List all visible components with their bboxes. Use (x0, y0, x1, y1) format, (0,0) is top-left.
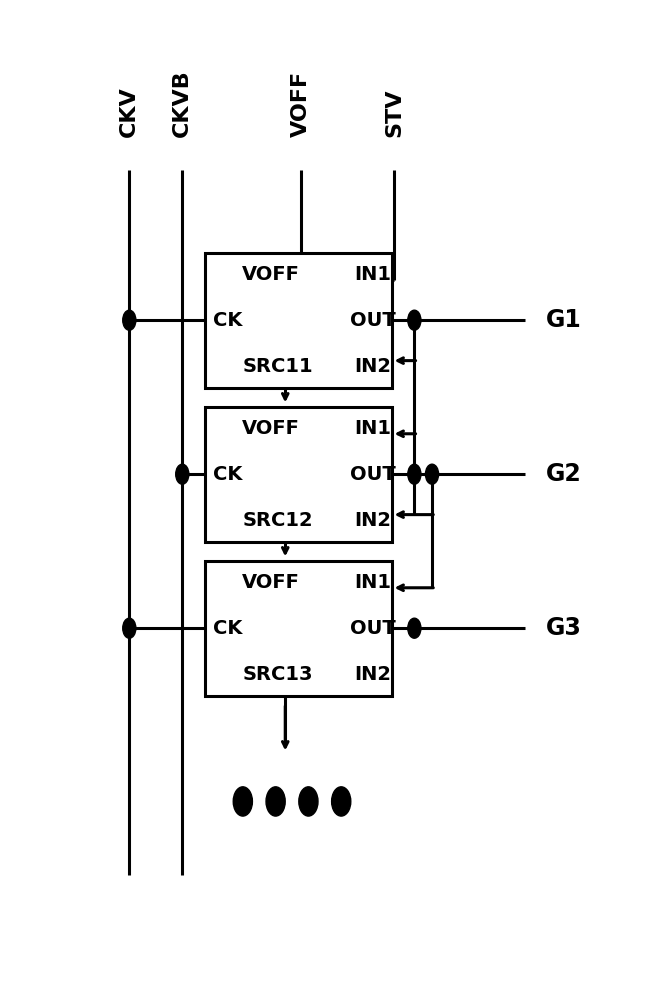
Circle shape (426, 464, 439, 484)
Circle shape (408, 310, 421, 330)
Circle shape (233, 787, 253, 816)
Text: CK: CK (213, 619, 242, 638)
Circle shape (176, 464, 189, 484)
Text: G3: G3 (546, 616, 581, 640)
Bar (205, 407, 392, 542)
Text: IN1: IN1 (354, 419, 391, 438)
Text: IN1: IN1 (354, 265, 391, 284)
Text: VOFF: VOFF (242, 419, 299, 438)
Circle shape (266, 787, 285, 816)
Text: G2: G2 (546, 462, 581, 486)
Circle shape (123, 618, 136, 638)
Text: IN2: IN2 (354, 665, 391, 684)
Text: VOFF: VOFF (291, 71, 311, 137)
Text: SRC13: SRC13 (243, 665, 313, 684)
Circle shape (123, 310, 136, 330)
Text: CK: CK (213, 311, 242, 330)
Text: SRC12: SRC12 (243, 511, 313, 530)
Bar (205, 253, 392, 388)
Text: CK: CK (213, 465, 242, 484)
Circle shape (331, 787, 351, 816)
Text: IN2: IN2 (354, 357, 391, 376)
Text: IN2: IN2 (354, 511, 391, 530)
Circle shape (408, 618, 421, 638)
Text: VOFF: VOFF (242, 265, 299, 284)
Text: IN1: IN1 (354, 573, 391, 592)
Circle shape (408, 464, 421, 484)
Text: STV: STV (384, 88, 404, 137)
Text: SRC11: SRC11 (243, 357, 313, 376)
Text: VOFF: VOFF (242, 573, 299, 592)
Text: OUT: OUT (350, 465, 395, 484)
Circle shape (299, 787, 318, 816)
Text: G1: G1 (546, 308, 581, 332)
Bar (205, 561, 392, 696)
Text: CKVB: CKVB (173, 69, 192, 137)
Text: OUT: OUT (350, 619, 395, 638)
Text: CKV: CKV (119, 86, 139, 137)
Text: OUT: OUT (350, 311, 395, 330)
